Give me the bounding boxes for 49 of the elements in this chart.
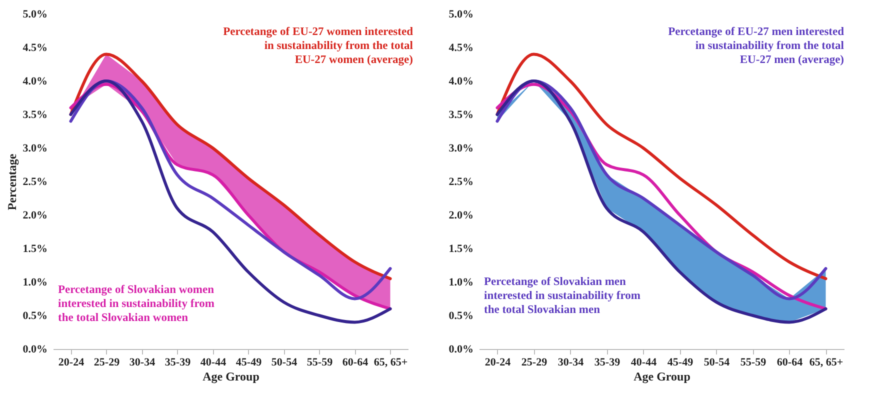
x-tick-label: 35-39 xyxy=(164,356,192,368)
y-tick-label: 4.0% xyxy=(22,76,48,88)
x-tick-label: 30-34 xyxy=(129,356,156,368)
y-tick-label: 2.5% xyxy=(448,176,474,188)
y-tick-label: 0.0% xyxy=(448,344,474,356)
y-tick-label: 2.0% xyxy=(448,210,474,222)
annotation: Percetange of EU-27 men interested in sustainability from the total EU-27 men (average) xyxy=(668,26,845,66)
y-tick-label: 3.5% xyxy=(448,109,474,121)
y-tick-label: 0.5% xyxy=(22,310,48,322)
x-tick-label: 55-59 xyxy=(306,356,334,368)
x-axis-title: Age Group xyxy=(634,370,691,384)
y-tick-label: 1.5% xyxy=(22,243,48,255)
x-tick-label: 25-29 xyxy=(521,356,548,368)
x-axis-title: Age Group xyxy=(202,370,260,384)
y-tick-label: 3.0% xyxy=(448,142,474,154)
y-tick-label: 1.0% xyxy=(448,276,474,288)
y-tick-label: 1.5% xyxy=(448,243,474,255)
x-tick-label: 35-39 xyxy=(594,356,621,368)
x-tick-label: 50-54 xyxy=(271,356,298,368)
x-tick-label: 45-49 xyxy=(236,356,262,368)
y-tick-label: 4.5% xyxy=(22,42,48,54)
x-tick-label: 65, 65+ xyxy=(374,356,408,368)
x-tick-label: 50-54 xyxy=(704,356,730,368)
x-tick-label: 60-64 xyxy=(342,356,369,368)
x-tick-label: 40-44 xyxy=(630,356,658,368)
x-tick-label: 20-24 xyxy=(484,356,512,368)
y-tick-label: 2.5% xyxy=(22,176,48,188)
y-axis-title: Percentage xyxy=(4,153,19,210)
y-tick-label: 5.0% xyxy=(448,8,474,20)
annotation: Percetange of Slovakian men interested in sustainability from the total Slovakian men xyxy=(484,276,641,316)
x-tick-label: 45-49 xyxy=(667,356,694,368)
x-tick-label: 55-59 xyxy=(740,356,767,368)
y-tick-label: 2.0% xyxy=(22,210,48,222)
x-tick-label: 40-44 xyxy=(200,356,227,368)
x-tick-label: 20-24 xyxy=(58,356,85,368)
y-tick-label: 1.0% xyxy=(22,276,48,288)
y-tick-label: 4.5% xyxy=(448,42,474,54)
x-tick-label: 30-34 xyxy=(558,356,584,368)
y-tick-label: 3.0% xyxy=(22,142,48,154)
x-tick-label: 60-64 xyxy=(776,356,804,368)
annotation: Percetange of Slovakian women interested in sustainability from the total Slovakian women xyxy=(58,284,215,324)
y-tick-label: 5.0% xyxy=(22,8,48,20)
y-tick-label: 3.5% xyxy=(22,109,48,121)
y-tick-label: 0.5% xyxy=(448,310,474,322)
y-tick-label: 0.0% xyxy=(22,344,48,356)
x-tick-label: 65, 65+ xyxy=(809,356,844,368)
y-tick-label: 4.0% xyxy=(448,76,474,88)
x-tick-label: 25-29 xyxy=(94,356,120,368)
annotation: Percetange of EU-27 women interested in sustainability from the total EU-27 women (average) xyxy=(223,26,414,66)
